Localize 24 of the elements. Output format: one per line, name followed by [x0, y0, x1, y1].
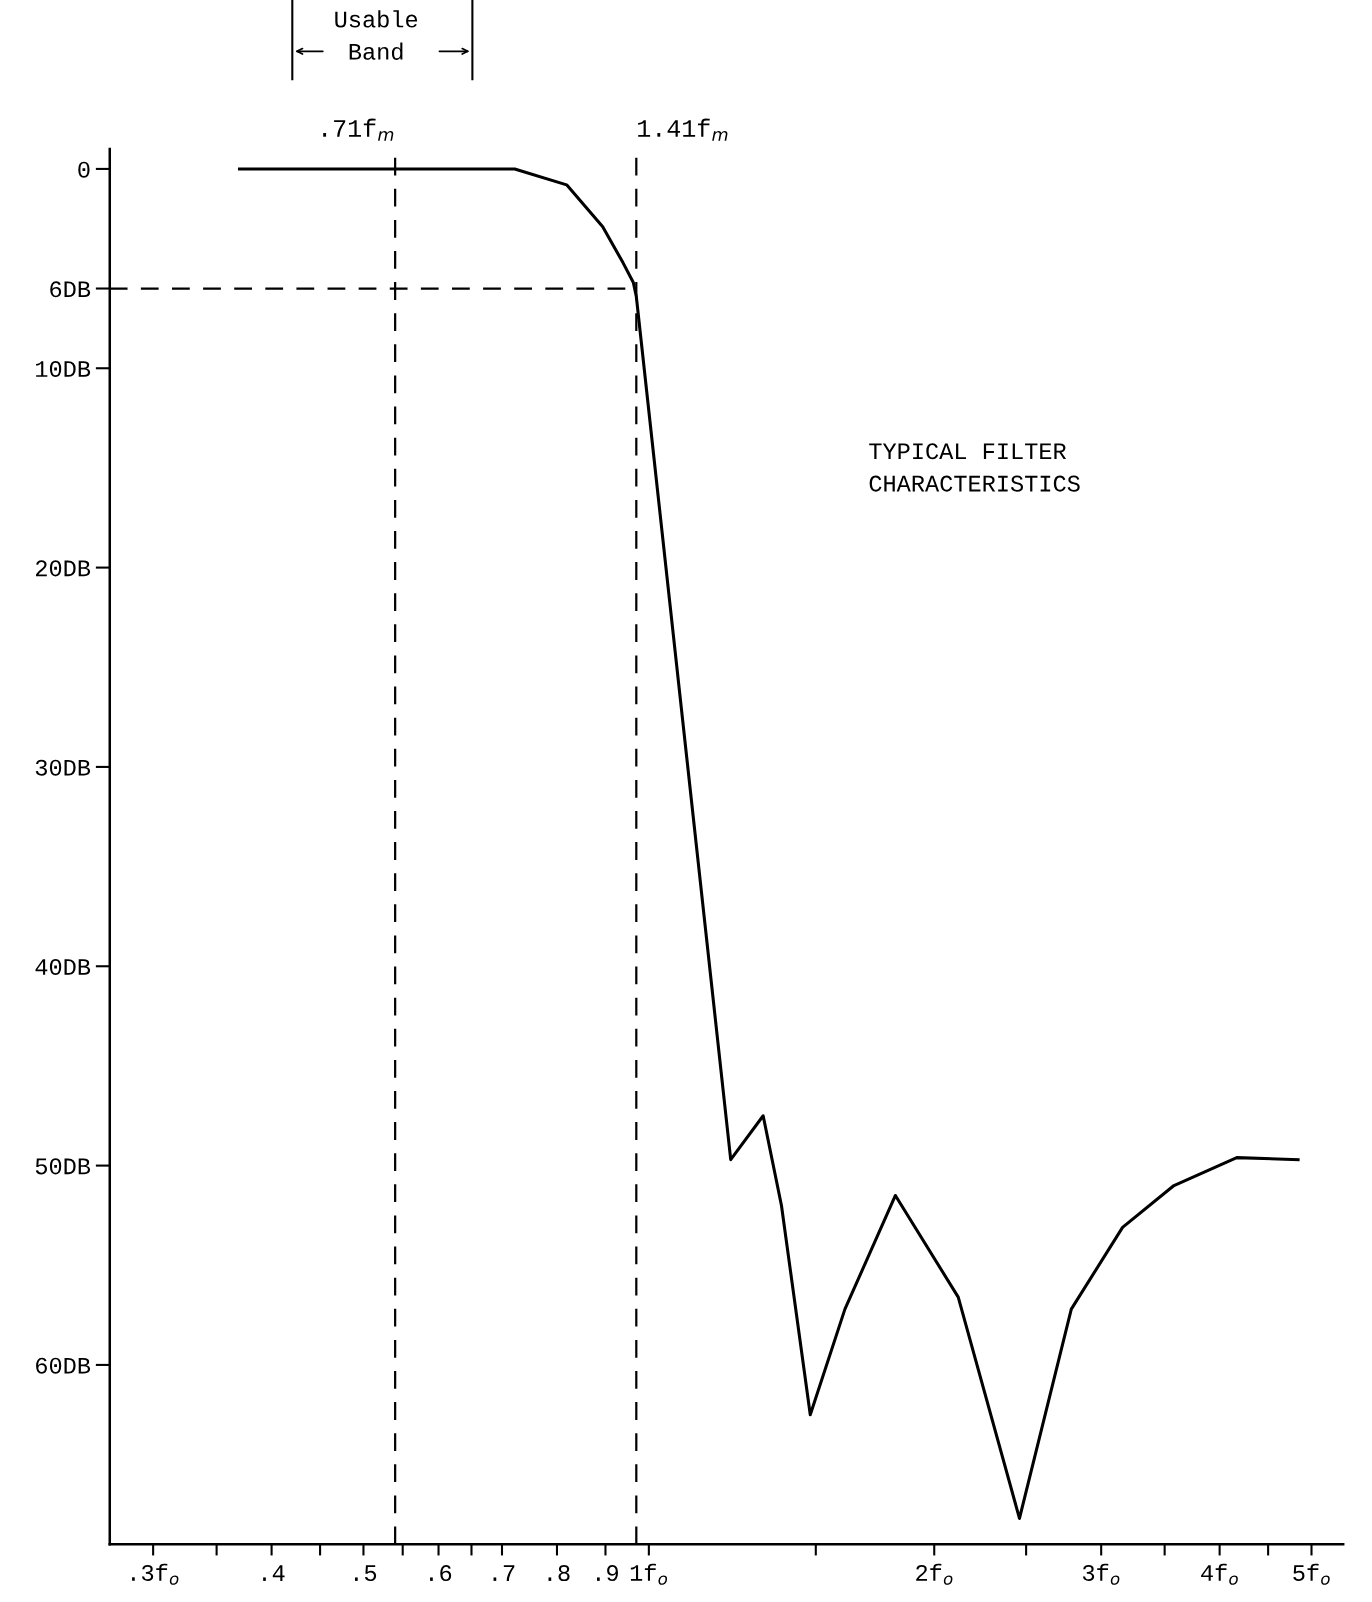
y-tick-label: 20DB [35, 560, 91, 577]
y-tick-label: 6DB [50, 281, 91, 298]
x-tick-label: 5f$_{o}$ [1293, 1563, 1330, 1585]
x-tick-label: .6 [430, 1565, 452, 1582]
ref-line-label: .71f$_{m}$ [323, 118, 394, 141]
y-tick-label: 50DB [35, 1158, 91, 1175]
y-tick-label: 30DB [35, 759, 91, 776]
y-tick-label: 10DB [36, 361, 91, 378]
x-tick-label: 2f$_{o}$ [916, 1563, 953, 1585]
ref-line-label: 1.41f$_{m}$ [638, 118, 728, 141]
annotation: TYPICAL FILTER CHARACTERISTICS [869, 443, 1080, 492]
y-tick-label: 0 [78, 161, 90, 178]
y-tick-label: 60DB [36, 1357, 91, 1374]
x-tick-label: 4f$_{o}$ [1201, 1563, 1238, 1585]
y-tick-label: 40DB [35, 959, 91, 976]
x-tick-label: .8 [548, 1565, 570, 1582]
x-tick-label: .9 [597, 1565, 618, 1582]
x-tick-label: .3f$_{o}$ [132, 1563, 179, 1585]
text: Usable Band [335, 10, 418, 60]
x-tick-label: .5 [355, 1565, 377, 1582]
x-tick-label: .7 [493, 1565, 515, 1581]
x-tick-label: 1f$_{o}$ [630, 1563, 668, 1585]
x-tick-label: .4 [263, 1565, 285, 1581]
x-tick-label: 3f$_{o}$ [1082, 1563, 1120, 1585]
